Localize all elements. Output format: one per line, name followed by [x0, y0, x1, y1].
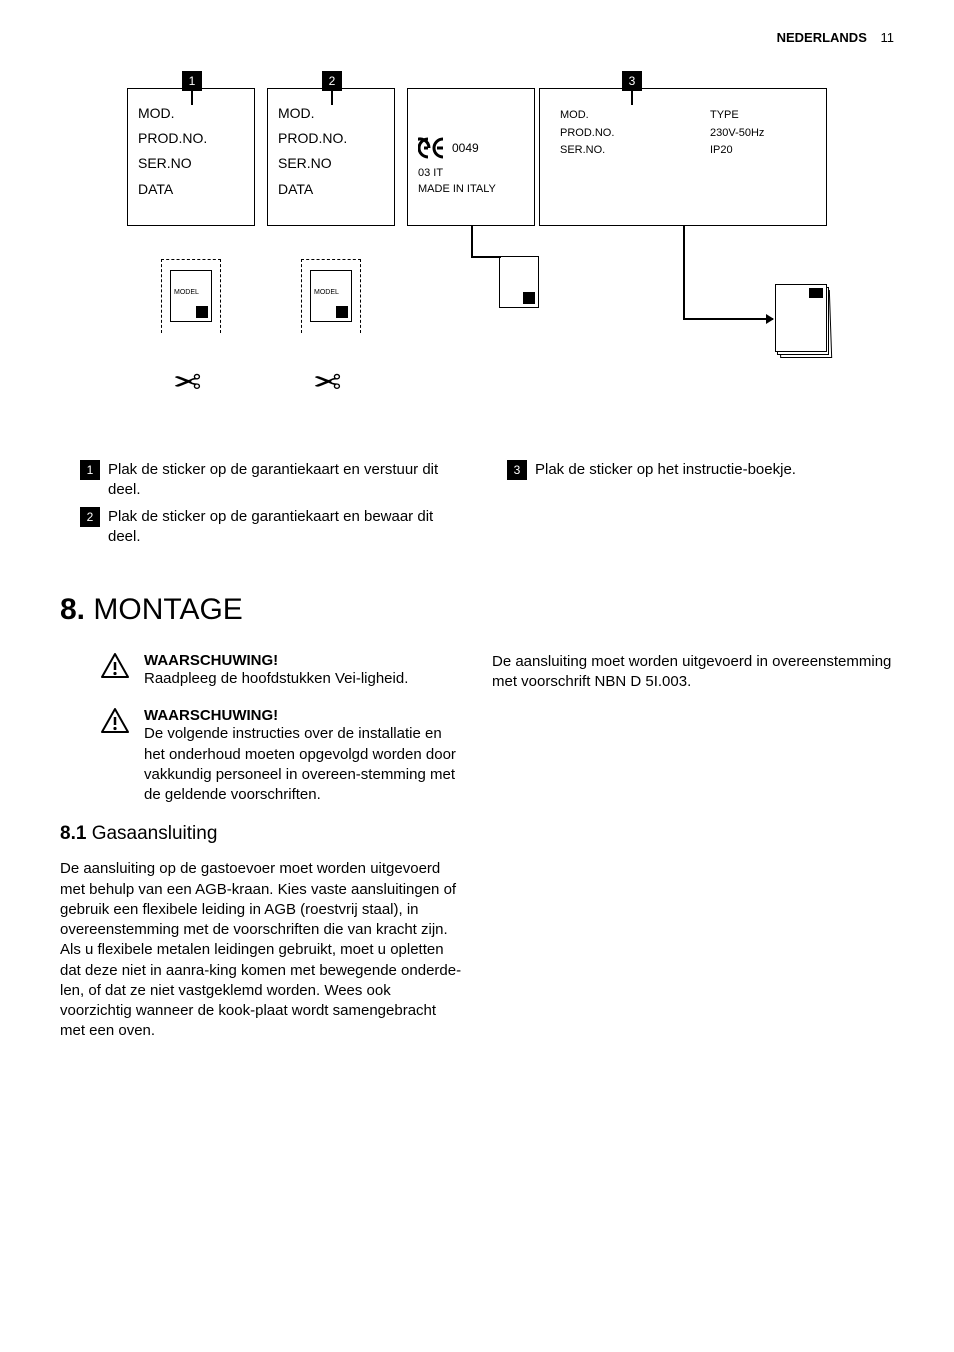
ce-number: 0049	[452, 141, 479, 155]
scissors-icon-2: ✂	[313, 360, 342, 400]
sticker-box-1: 1 MOD. PROD.NO. SER.NO DATA	[127, 88, 255, 226]
badge-3: 3	[622, 71, 642, 91]
box1-text: MOD. PROD.NO. SER.NO DATA	[138, 101, 207, 202]
subsection-title: 8.1 Gasaansluiting	[60, 823, 462, 845]
warning-icon	[100, 707, 130, 805]
sub-number: 8.1	[60, 823, 86, 844]
section-title-text: MONTAGE	[93, 593, 242, 626]
box3-line4: MADE IN ITALY	[418, 183, 496, 195]
legend-badge-2: 2	[80, 507, 100, 527]
sticker-diagram: 1 MOD. PROD.NO. SER.NO DATA 2 MOD. PROD.…	[127, 70, 827, 440]
scissors-icon-1: ✂	[173, 360, 202, 400]
model-label-1: MODEL	[174, 289, 199, 296]
sticker-box-4: 3 MOD. PROD.NO. SER.NO. TYPE 230V-50Hz I…	[539, 88, 827, 226]
instruction-booklet-icon	[775, 284, 827, 352]
warning-block-2: WAARSCHUWING! De volgende instructies ov…	[100, 707, 462, 805]
legend-item-1: 1 Plak de sticker op de garantiekaart en…	[80, 460, 447, 501]
warning-icon	[100, 652, 130, 689]
warning-2-title: WAARSCHUWING!	[144, 707, 462, 724]
body-para-2: De aansluiting moet worden uitgevoerd in…	[492, 652, 894, 693]
body-para-1: De aansluiting op de gastoevoer moet wor…	[60, 859, 462, 1041]
sticker-box-2: 2 MOD. PROD.NO. SER.NO DATA	[267, 88, 395, 226]
box3-line3: 03 IT	[418, 167, 443, 179]
box4-left-col: MOD. PROD.NO. SER.NO.	[560, 107, 614, 160]
legend-badge-3: 3	[507, 460, 527, 480]
warning-block-1: WAARSCHUWING! Raadpleeg de hoofdstukken …	[100, 652, 462, 689]
legend-text-3: Plak de sticker op het instructie-boekje…	[535, 460, 796, 480]
legend-text-2: Plak de sticker op de garantiekaart en b…	[108, 507, 447, 548]
warning-2-body: De volgende instructies over de installa…	[144, 724, 462, 805]
legend-item-2: 2 Plak de sticker op de garantiekaart en…	[80, 507, 447, 548]
header-language: NEDERLANDS	[777, 30, 867, 45]
warning-1-body: Raadpleeg de hoofdstukken Vei-ligheid.	[144, 669, 408, 689]
sub-title-text: Gasaansluiting	[92, 823, 218, 844]
ce-mark: 0049	[418, 137, 479, 159]
legend-list: 1 Plak de sticker op de garantiekaart en…	[80, 460, 874, 553]
cut-box-1: MODEL	[170, 270, 212, 322]
box2-text: MOD. PROD.NO. SER.NO DATA	[278, 101, 347, 202]
page-header: NEDERLANDS 11	[60, 30, 894, 45]
legend-badge-1: 1	[80, 460, 100, 480]
badge-2: 2	[322, 71, 342, 91]
sticker-box-3: 0049 03 IT MADE IN ITALY	[407, 88, 535, 226]
legend-item-3: 3 Plak de sticker op het instructie-boek…	[507, 460, 874, 480]
booklet-small	[499, 256, 539, 308]
section-title: 8. MONTAGE	[60, 593, 894, 627]
badge-1: 1	[182, 71, 202, 91]
legend-text-1: Plak de sticker op de garantiekaart en v…	[108, 460, 447, 501]
model-label-2: MODEL	[314, 289, 339, 296]
page-number: 11	[881, 30, 895, 45]
warning-1-title: WAARSCHUWING!	[144, 652, 408, 669]
box4-right-col: TYPE 230V-50Hz IP20	[710, 107, 764, 160]
cut-box-2: MODEL	[310, 270, 352, 322]
section-number: 8.	[60, 593, 85, 626]
